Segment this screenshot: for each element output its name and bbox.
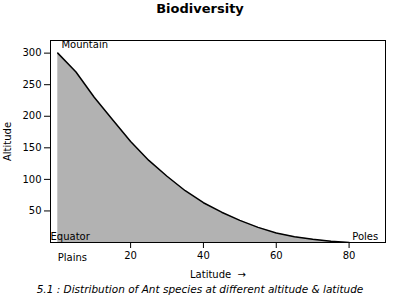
svg-text:200: 200 [22, 110, 41, 121]
svg-text:Altitude: Altitude [2, 122, 13, 161]
svg-text:Latitude →: Latitude → [190, 269, 246, 280]
svg-text:Mountain: Mountain [61, 39, 108, 50]
html-text:5.1 : Distribution of Ant spec: 5.1 : Distribution of Ant species at dif… [36, 283, 364, 295]
svg-text:250: 250 [22, 79, 41, 90]
svg-text:300: 300 [22, 47, 41, 58]
svg-text:Equator: Equator [51, 231, 91, 242]
svg-text:Plains: Plains [58, 252, 87, 263]
svg-text:Poles: Poles [352, 231, 378, 242]
html-text:Biodiversity: Biodiversity [156, 1, 244, 16]
svg-text:80: 80 [343, 250, 356, 261]
svg-text:40: 40 [197, 250, 210, 261]
svg-text:150: 150 [22, 142, 41, 153]
svg-text:100: 100 [22, 174, 41, 185]
svg-text:60: 60 [270, 250, 283, 261]
svg-text:50: 50 [29, 205, 42, 216]
svg-text:20: 20 [124, 250, 137, 261]
